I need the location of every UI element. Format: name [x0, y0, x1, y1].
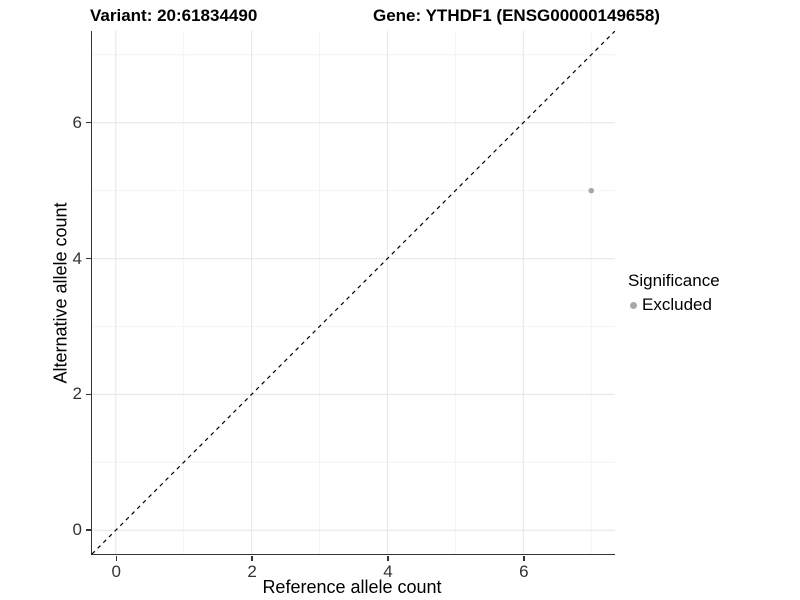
y-tick-label: 4	[72, 248, 82, 268]
x-tick-label: 6	[519, 561, 529, 581]
x-axis-title: Reference allele count	[262, 577, 442, 597]
legend-key-dot-icon	[630, 301, 637, 309]
plot-panel	[91, 31, 615, 555]
y-tick-mark	[86, 257, 91, 260]
x-tick-mark	[251, 555, 253, 561]
x-tick-mark	[115, 555, 118, 561]
legend-entry-excluded: Excluded	[628, 295, 720, 315]
y-tick-mark	[86, 529, 91, 531]
legend-title: Significance	[628, 271, 720, 290]
x-tick-label: 2	[247, 561, 257, 581]
identity-dashed-line	[92, 31, 615, 554]
legend: Significance Excluded	[628, 271, 720, 315]
y-axis-title: Alternative allele count	[50, 202, 71, 384]
plot-title-variant: Variant: 20:61834490	[90, 6, 258, 25]
y-tick-label: 6	[72, 112, 82, 132]
y-tick-label: 2	[72, 384, 82, 404]
x-tick-label: 4	[383, 561, 393, 581]
data-point	[588, 187, 595, 194]
x-tick-label: 0	[111, 561, 121, 581]
x-tick-mark	[387, 555, 389, 561]
legend-entry-label: Excluded	[642, 295, 712, 314]
y-tick-mark	[86, 393, 91, 396]
y-tick-mark	[86, 121, 91, 124]
y-tick-label: 0	[72, 520, 82, 540]
plot-title-gene: Gene: YTHDF1 (ENSG00000149658)	[373, 6, 660, 25]
plot-panel-svg	[92, 31, 615, 554]
x-tick-mark	[523, 555, 525, 561]
